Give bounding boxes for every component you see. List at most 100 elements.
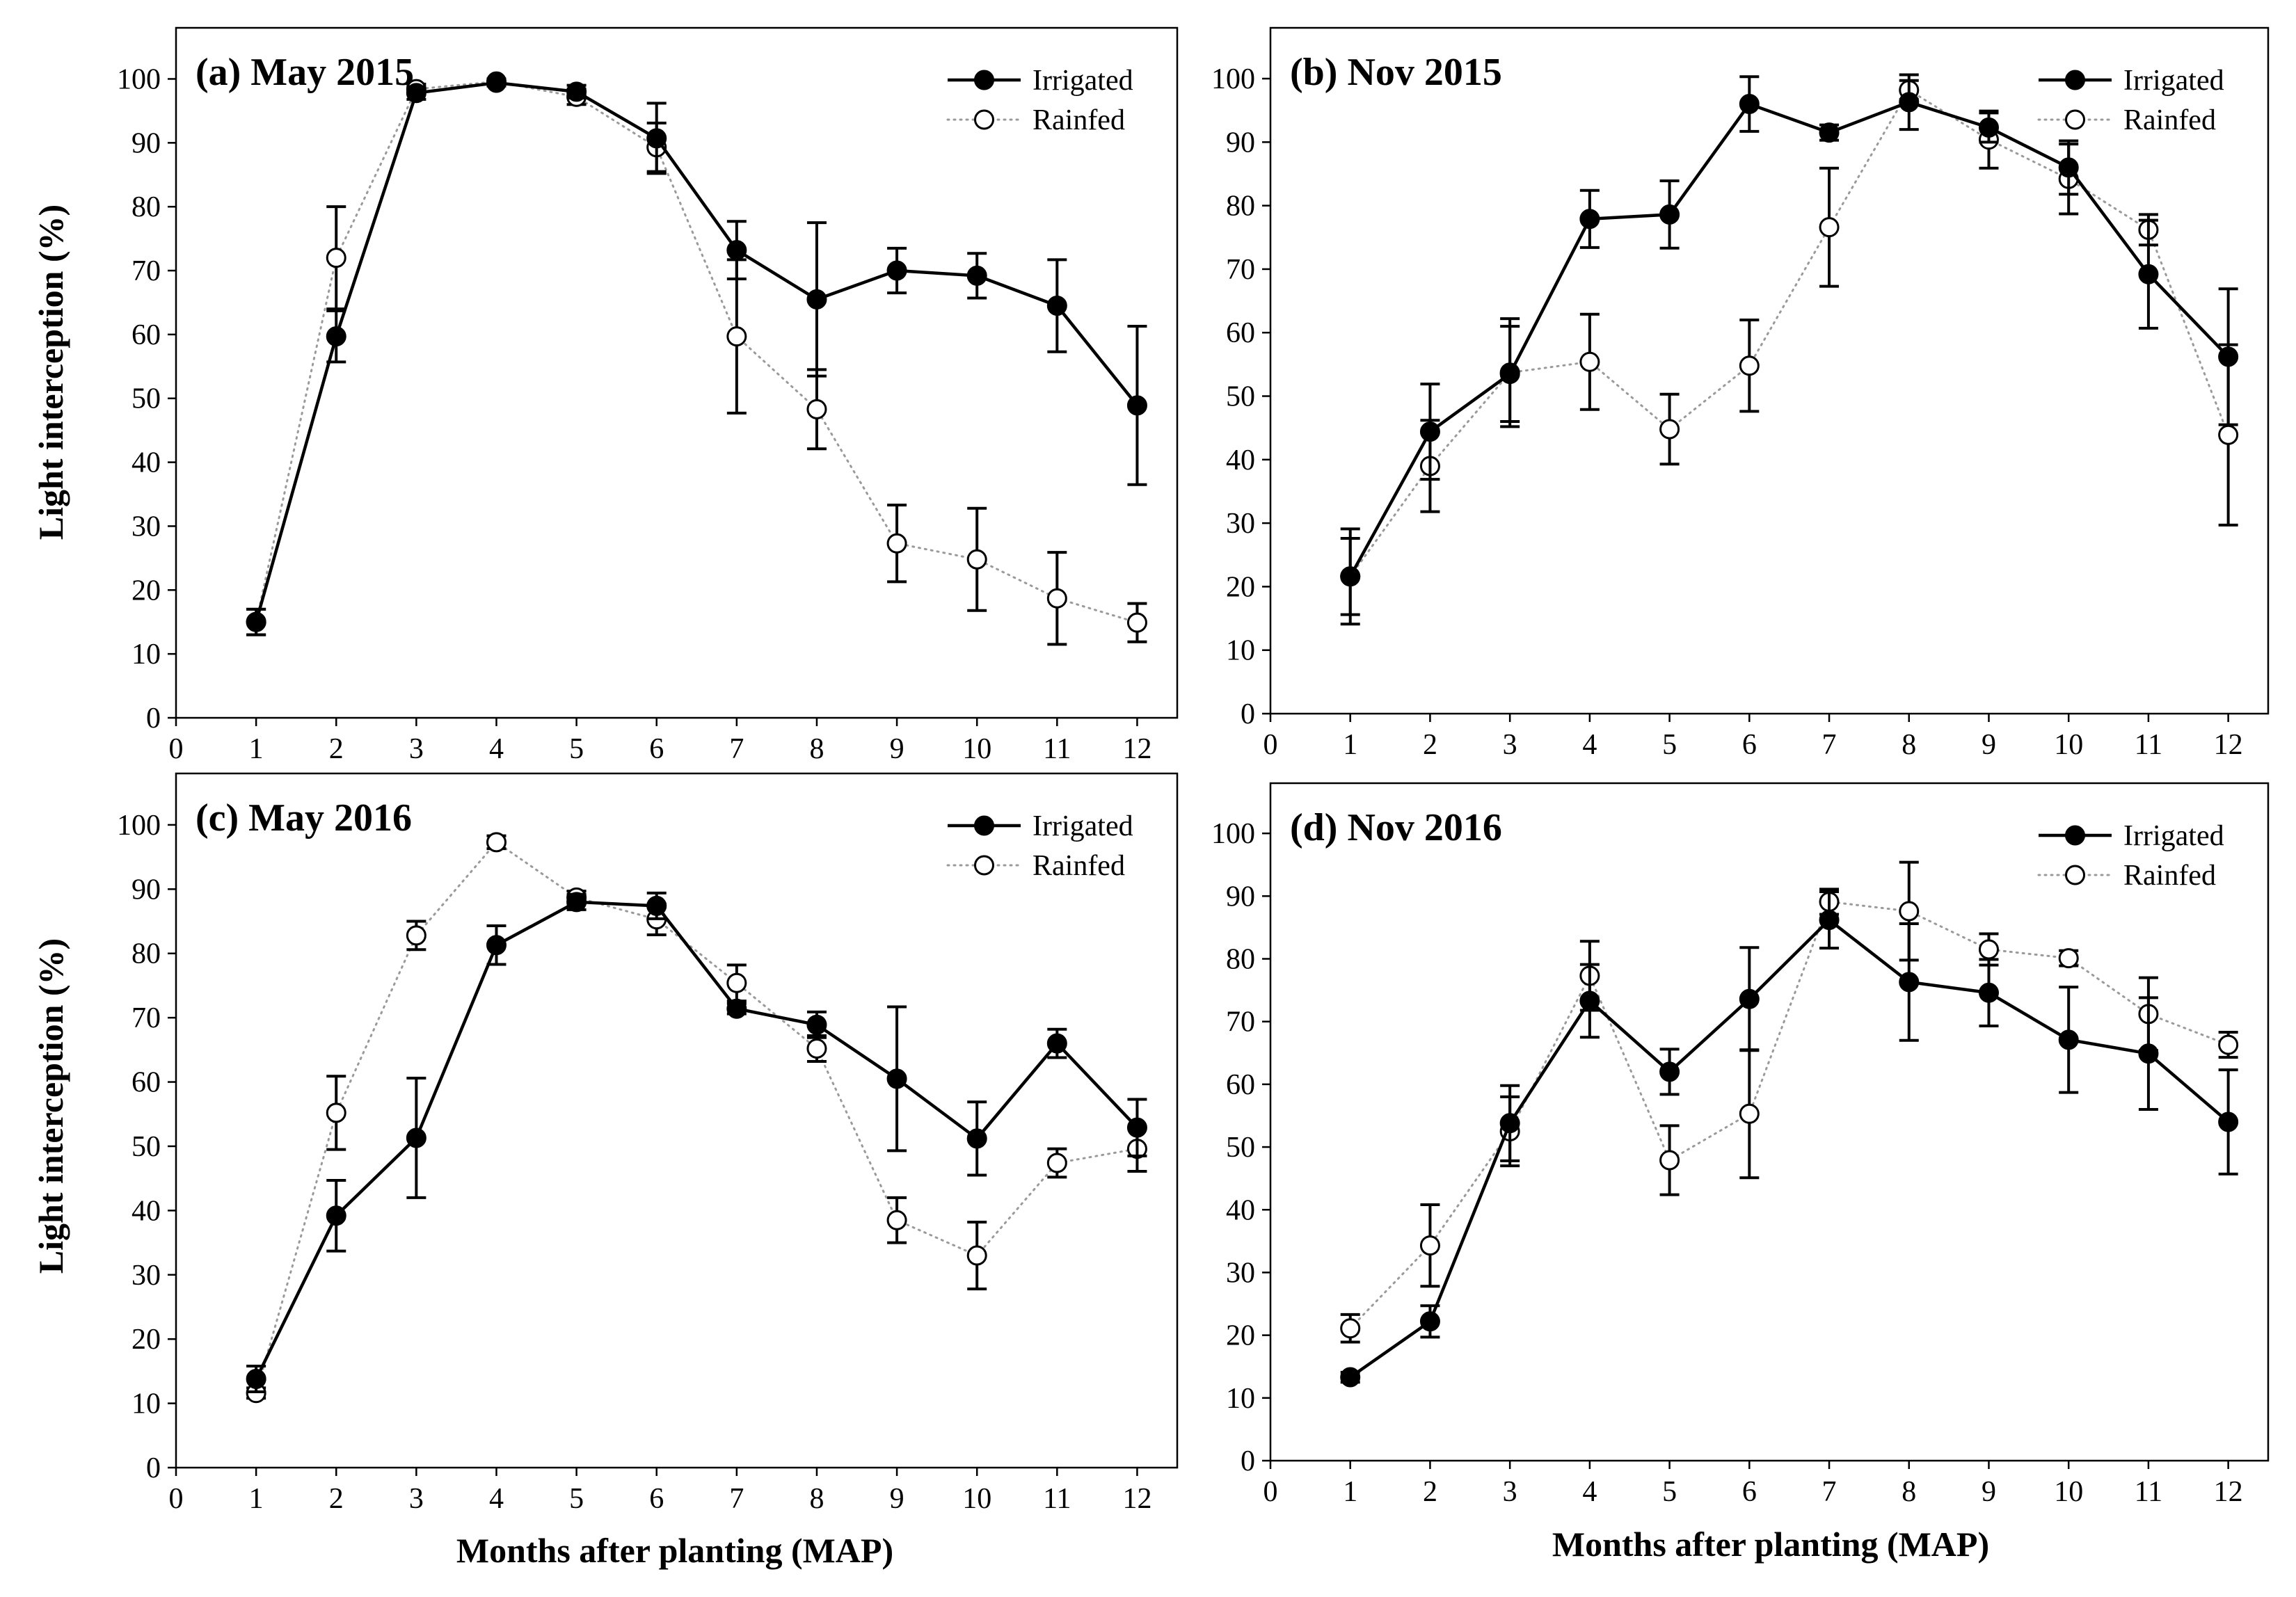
x-tick-label: 1 [1343, 1476, 1357, 1508]
legend-label: Rainfed [1033, 104, 1125, 136]
y-tick-label: 20 [1226, 1320, 1255, 1352]
legend-label: Irrigated [1033, 65, 1133, 97]
plot-frame [1269, 782, 2270, 1462]
data-point [1899, 972, 1920, 993]
x-tick-label: 0 [1263, 1476, 1278, 1508]
x-tick-label: 12 [1122, 1483, 1151, 1515]
data-point [1899, 901, 1920, 922]
y-tick-label: 60 [131, 319, 161, 351]
y-tick-label: 50 [1226, 381, 1255, 413]
x-tick-label: 0 [169, 733, 184, 765]
x-tick-label: 6 [649, 733, 664, 765]
data-point [1499, 364, 1520, 385]
y-tick-label: 30 [131, 1260, 161, 1292]
data-point [1819, 217, 1840, 238]
y-tick-label: 40 [1226, 1194, 1255, 1226]
y-tick-label: 100 [1211, 63, 1255, 95]
y-tick-label: 40 [131, 447, 161, 479]
x-tick-label: 4 [1582, 1476, 1597, 1508]
data-point [1046, 1153, 1067, 1173]
series-line [254, 81, 1139, 623]
legend-label: Irrigated [2123, 65, 2224, 97]
data-point [886, 533, 907, 554]
data-point [486, 72, 507, 93]
data-point [1899, 92, 1920, 113]
y-tick-label: 0 [1241, 1445, 1255, 1477]
plot-frame [175, 26, 1179, 719]
data-point [1046, 1033, 1067, 1054]
legend-label: Rainfed [2123, 104, 2216, 136]
data-point [2058, 157, 2079, 178]
plot-frame [1269, 26, 2270, 715]
data-point [326, 326, 346, 347]
data-point [1739, 988, 1760, 1009]
data-point [1739, 94, 1760, 115]
y-tick-label: 50 [131, 383, 161, 415]
series-irrigated [1340, 890, 2239, 1388]
x-tick-label: 3 [409, 1483, 424, 1515]
y-tick-label: 10 [1226, 635, 1255, 667]
y-tick-label: 80 [131, 938, 161, 970]
data-point [1340, 1318, 1361, 1339]
data-point [2058, 1029, 2079, 1050]
data-point [1819, 910, 1840, 931]
x-tick-label: 7 [729, 733, 744, 765]
legend-marker [2065, 825, 2085, 846]
x-tick-label: 3 [1503, 729, 1517, 761]
data-point [2138, 264, 2159, 284]
legend-label: Irrigated [1033, 810, 1133, 842]
x-tick-label: 2 [329, 1483, 344, 1515]
legend-marker [2065, 70, 2085, 90]
x-tick-label: 4 [489, 733, 504, 765]
legend-marker [974, 855, 994, 876]
data-point [326, 248, 346, 268]
data-point [2218, 346, 2239, 367]
data-point [246, 1368, 266, 1389]
y-tick-label: 10 [1226, 1383, 1255, 1415]
x-tick-label: 5 [569, 1483, 584, 1515]
data-point [486, 832, 507, 853]
data-point [326, 1205, 346, 1226]
y-tick-label: 90 [131, 874, 161, 906]
x-tick-label: 6 [1742, 729, 1757, 761]
data-point [486, 935, 507, 956]
legend: Irrigated Rainfed [946, 810, 1133, 882]
plot-frame [175, 772, 1179, 1469]
data-point [406, 1127, 426, 1148]
x-tick-label: 10 [962, 733, 991, 765]
y-tick-label: 90 [131, 127, 161, 159]
x-tick-label: 11 [1043, 733, 1071, 765]
y-tick-label: 20 [1226, 571, 1255, 603]
x-tick-label: 9 [1982, 729, 1996, 761]
x-tick-label: 12 [1122, 733, 1151, 765]
y-tick-label: 80 [1226, 191, 1255, 223]
data-point [1739, 355, 1760, 376]
data-point [566, 81, 587, 102]
x-tick-label: 1 [249, 1483, 264, 1515]
data-point [806, 1038, 827, 1059]
x-tick-label: 12 [2214, 729, 2243, 761]
data-point [406, 83, 426, 104]
x-tick-label: 8 [809, 1483, 824, 1515]
x-tick-label: 1 [1343, 729, 1357, 761]
data-point [646, 128, 667, 149]
x-tick-label: 11 [2135, 729, 2162, 761]
series-line [255, 840, 1138, 1395]
x-tick-label: 11 [1043, 1483, 1071, 1515]
x-tick-label: 5 [1662, 1476, 1677, 1508]
data-point [2058, 948, 2079, 969]
legend: Irrigated Rainfed [2037, 820, 2224, 892]
data-point [2218, 424, 2239, 445]
data-point [406, 925, 426, 946]
data-point [1046, 296, 1067, 316]
data-point [2218, 1112, 2239, 1132]
y-tick-label: 70 [1226, 254, 1255, 286]
data-point [1126, 1117, 1147, 1138]
data-point [1978, 982, 1999, 1003]
data-point [1419, 1235, 1440, 1256]
y-axis-title-top: Light interception (%) [31, 204, 70, 540]
legend-marker [974, 109, 994, 130]
y-tick-label: 90 [1226, 881, 1255, 913]
